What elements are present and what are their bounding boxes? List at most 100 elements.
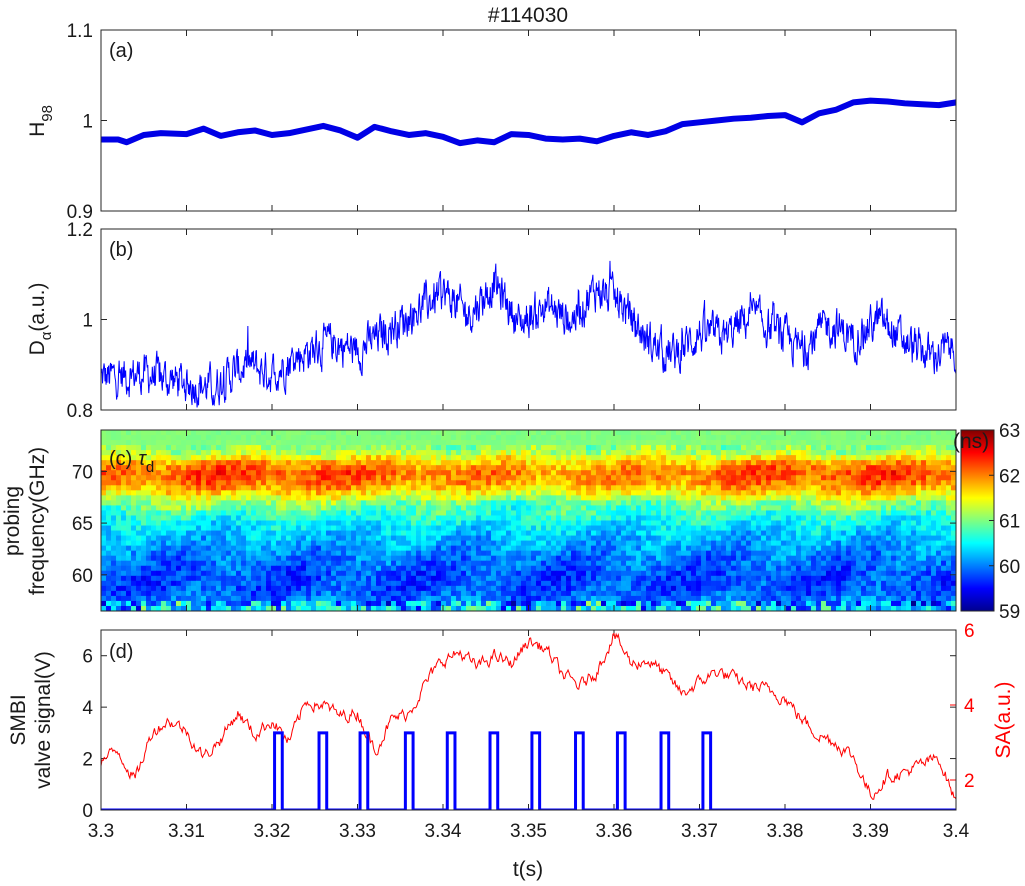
heatmap-cell [801, 510, 807, 517]
heatmap-cell [886, 475, 892, 481]
heatmap-cell [631, 525, 637, 532]
heatmap-cell [681, 545, 687, 552]
heatmap-cell [351, 500, 357, 507]
heatmap-cell [696, 455, 702, 461]
panel-b-ylabel: Dα(a.u.) [26, 283, 55, 356]
heatmap-cell [826, 430, 832, 436]
heatmap-cell [491, 465, 497, 471]
heatmap-cell [461, 485, 467, 491]
heatmap-cell [391, 540, 397, 547]
heatmap-cell [696, 450, 702, 456]
heatmap-cell [541, 445, 547, 451]
heatmap-cell [121, 485, 127, 491]
heatmap-cell [921, 550, 927, 557]
heatmap-cell [646, 440, 652, 446]
chart-title: #114030 [488, 4, 568, 27]
heatmap-cell [716, 500, 722, 507]
heatmap-cell [326, 470, 332, 476]
heatmap-cell [626, 465, 632, 471]
heatmap-cell [426, 555, 432, 562]
heatmap-cell [871, 530, 877, 537]
heatmap-cell [536, 465, 542, 471]
heatmap-cell [101, 435, 107, 441]
heatmap-cell [746, 490, 752, 496]
heatmap-cell [141, 550, 147, 557]
heatmap-cell [556, 545, 562, 552]
heatmap-cell [811, 525, 817, 532]
heatmap-cell [316, 535, 322, 542]
heatmap-cell [186, 475, 192, 481]
heatmap-cell [606, 445, 612, 451]
heatmap-cell [456, 445, 462, 451]
heatmap-cell [341, 560, 347, 567]
heatmap-cell [471, 540, 477, 547]
heatmap-cell [481, 505, 487, 512]
heatmap-cell [166, 445, 172, 451]
heatmap-cell [441, 505, 447, 512]
heatmap-cell [221, 450, 227, 456]
heatmap-cell [236, 520, 242, 527]
heatmap-cell [501, 450, 507, 456]
heatmap-cell [296, 520, 302, 527]
heatmap-cell [341, 440, 347, 446]
heatmap-cell [326, 460, 332, 466]
heatmap-cell [131, 455, 137, 461]
heatmap-cell [481, 495, 487, 501]
heatmap-cell [256, 475, 262, 481]
heatmap-cell [561, 550, 567, 557]
heatmap-cell [936, 435, 942, 441]
heatmap-cell [736, 530, 742, 537]
heatmap-cell [361, 445, 367, 451]
heatmap-cell [806, 490, 812, 496]
heatmap-cell [731, 565, 737, 572]
heatmap-cell [486, 460, 492, 466]
heatmap-cell [531, 445, 537, 451]
heatmap-cell [841, 515, 847, 522]
heatmap-cell [236, 460, 242, 466]
heatmap-cell [811, 560, 817, 567]
heatmap-cell [546, 565, 552, 572]
heatmap-cell [256, 480, 262, 486]
heatmap-cell [771, 455, 777, 461]
heatmap-cell [926, 445, 932, 451]
heatmap-cell [216, 505, 222, 512]
heatmap-cell [331, 490, 337, 496]
heatmap-cell [216, 540, 222, 547]
heatmap-cell [286, 510, 292, 517]
heatmap-cell [136, 515, 142, 522]
heatmap-cell [921, 505, 927, 512]
heatmap-cell [126, 495, 132, 501]
heatmap-cell [361, 545, 367, 552]
heatmap-cell [546, 465, 552, 471]
heatmap-cell [266, 570, 272, 577]
heatmap-cell [131, 465, 137, 471]
heatmap-cell [926, 525, 932, 532]
heatmap-cell [761, 440, 767, 446]
heatmap-cell [356, 560, 362, 567]
heatmap-cell [371, 505, 377, 512]
heatmap-cell [126, 485, 132, 491]
heatmap-cell [201, 550, 207, 557]
heatmap-cell [676, 505, 682, 512]
heatmap-cell [601, 550, 607, 557]
heatmap-cell [156, 510, 162, 517]
heatmap-cell [141, 470, 147, 476]
heatmap-cell [596, 430, 602, 436]
heatmap-cell [896, 540, 902, 547]
heatmap-cell [861, 490, 867, 496]
heatmap-cell [111, 430, 117, 436]
heatmap-cell [331, 465, 337, 471]
heatmap-cell [601, 505, 607, 512]
heatmap-cell [876, 480, 882, 486]
heatmap-cell [401, 470, 407, 476]
heatmap-cell [556, 540, 562, 547]
heatmap-cell [666, 480, 672, 486]
heatmap-cell [201, 435, 207, 441]
heatmap-cell [401, 550, 407, 557]
heatmap-cell [251, 515, 257, 522]
heatmap-cell [786, 470, 792, 476]
heatmap-cell [266, 460, 272, 466]
heatmap-cell [896, 470, 902, 476]
heatmap-cell [661, 530, 667, 537]
heatmap-cell [531, 510, 537, 517]
